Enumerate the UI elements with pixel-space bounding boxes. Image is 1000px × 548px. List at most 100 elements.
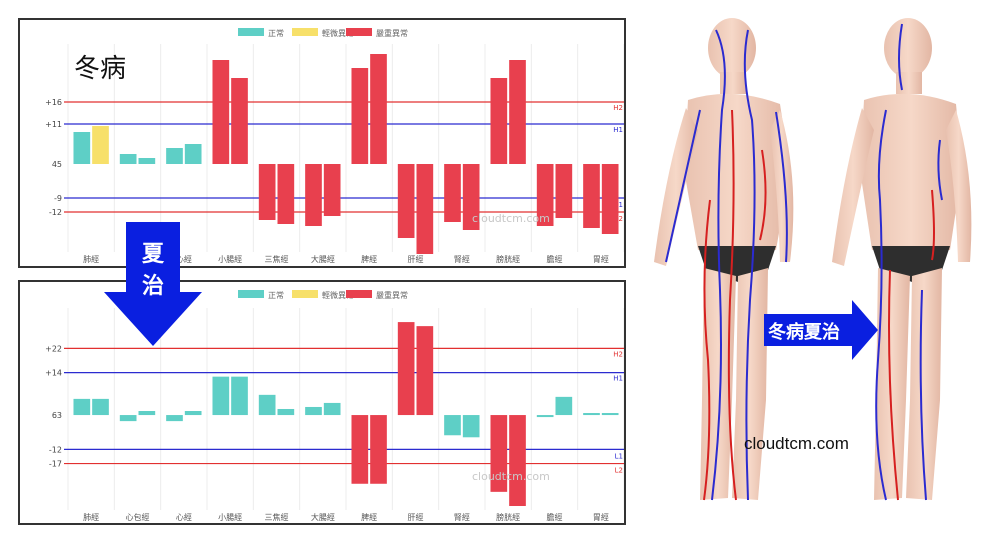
- bar-膽經-2: [555, 396, 573, 416]
- bar-膽經-2: [555, 164, 573, 218]
- category-label: 肺經: [83, 254, 99, 264]
- category-label: 胃經: [593, 512, 609, 522]
- bar-膽經-1: [536, 164, 554, 226]
- category-label: 小腸經: [218, 512, 242, 522]
- bar-腎經-1: [444, 415, 461, 436]
- down-arrow-icon: 夏 治: [98, 222, 208, 350]
- slogan-label: 冬病夏治: [768, 322, 840, 343]
- bar-腎經-1: [444, 164, 461, 222]
- bar-三焦經-2: [277, 164, 295, 224]
- legend-label: 輕微異常: [322, 28, 354, 38]
- bar-脾經-2: [370, 415, 387, 484]
- category-label: 膀胱經: [496, 512, 520, 522]
- bar-小腸經-1: [212, 60, 230, 164]
- reference-label-H2: H2: [613, 104, 623, 112]
- bar-胃經-2: [601, 164, 619, 234]
- category-label: 脾經: [361, 512, 377, 522]
- reference-label-H2: H2: [613, 350, 623, 358]
- reference-label-L2: L2: [615, 467, 623, 475]
- bar-膀胱經-2: [509, 60, 526, 164]
- category-label: 肝經: [408, 512, 424, 522]
- category-label: 膽經: [547, 512, 563, 522]
- legend-swatch: [238, 28, 264, 36]
- reference-tick-H1: +14: [45, 369, 62, 378]
- bar-大腸經-1: [305, 406, 322, 416]
- category-label: 肝經: [408, 254, 424, 264]
- legend-swatch: [292, 290, 318, 298]
- reference-label-H1: H1: [613, 375, 623, 383]
- bar-心經-2: [184, 144, 202, 164]
- legend-swatch: [346, 290, 372, 298]
- bar-心包經-1: [119, 154, 137, 164]
- right-arrow-icon: [764, 300, 878, 360]
- category-label: 膀胱經: [496, 254, 520, 264]
- bar-膽經-1: [536, 415, 554, 418]
- category-label: 三焦經: [265, 254, 289, 264]
- legend-label: 正常: [268, 291, 284, 300]
- bar-大腸經-2: [323, 164, 341, 216]
- bar-心包經-2: [138, 411, 156, 416]
- summer-label-2: 治: [141, 274, 164, 299]
- chart-winter: 正常輕微異常嚴重異常45+16H2+11H1-9L1-12L2肺經心包經心經小腸…: [45, 28, 624, 264]
- bar-脾經-2: [370, 54, 387, 164]
- bar-膀胱經-1: [490, 78, 508, 164]
- bar-膀胱經-1: [490, 415, 508, 492]
- bar-胃經-1: [583, 164, 600, 228]
- bar-肝經-2: [416, 326, 434, 416]
- bar-小腸經-1: [212, 376, 230, 416]
- category-label: 膽經: [547, 254, 563, 264]
- reference-label-L2: L2: [615, 215, 623, 223]
- reference-tick-L2: -12: [49, 208, 62, 217]
- bar-三焦經-1: [258, 164, 276, 220]
- winter-label: 冬病: [74, 54, 127, 84]
- category-label: 脾經: [361, 254, 377, 264]
- reference-tick-L2: -17: [49, 460, 62, 469]
- bar-心經-1: [166, 148, 183, 164]
- bar-大腸經-1: [305, 164, 322, 226]
- watermark: cloudtcm.com: [472, 470, 550, 483]
- baseline-label: 63: [52, 411, 62, 420]
- bar-小腸經-2: [231, 376, 248, 416]
- watermark: cloudtcm.com: [472, 212, 550, 225]
- category-label: 大腸經: [311, 512, 335, 522]
- reference-tick-L1: -12: [49, 445, 62, 454]
- bar-胃經-1: [583, 413, 600, 416]
- legend-label: 嚴重異常: [376, 290, 408, 300]
- bar-脾經-1: [351, 415, 369, 484]
- category-label: 小腸經: [218, 254, 242, 264]
- bar-肺經-2: [92, 126, 109, 164]
- bar-心包經-2: [138, 158, 156, 164]
- bar-心包經-1: [119, 415, 137, 422]
- legend-label: 嚴重異常: [376, 28, 408, 38]
- figure-after: [832, 18, 972, 501]
- bar-大腸經-2: [323, 402, 341, 416]
- reference-tick-H2: +16: [45, 98, 62, 107]
- bar-肝經-1: [397, 322, 415, 416]
- bar-肺經-2: [92, 398, 109, 416]
- legend-swatch: [346, 28, 372, 36]
- chart-panel-summer: 正常 輕微異常 嚴重異常 63 +22 H2 +14 H1 -12 L1 -17 L2 肺經 心包經 心經 小…: [18, 280, 626, 525]
- bar-三焦經-2: [277, 408, 295, 416]
- legend-swatch: [292, 28, 318, 36]
- bar-肝經-2: [416, 164, 434, 254]
- bar-心經-1: [166, 415, 183, 422]
- bar-脾經-1: [351, 68, 369, 164]
- reference-tick-H2: +22: [45, 344, 62, 353]
- body-meridian-illustration: [640, 0, 1000, 544]
- category-label: 胃經: [593, 254, 609, 264]
- legend-label: 正常: [268, 29, 284, 38]
- site-label: cloudtcm.com: [744, 434, 849, 453]
- baseline-label: 45: [52, 160, 62, 169]
- bar-胃經-2: [601, 413, 619, 416]
- reference-tick-H1: +11: [45, 120, 62, 129]
- legend-label: 輕微異常: [322, 290, 354, 300]
- figure-before: [654, 18, 794, 501]
- category-label: 肺經: [83, 512, 99, 522]
- chart-summer: 正常 輕微異常 嚴重異常 63 +22 H2 +14 H1 -12 L1 -17 L2 肺經 心包經 心經 小…: [45, 290, 624, 522]
- reference-label-L1: L1: [615, 452, 623, 460]
- bar-肝經-1: [397, 164, 415, 238]
- legend-swatch: [238, 290, 264, 298]
- bar-肺經-1: [73, 132, 91, 164]
- bar-腎經-2: [462, 164, 480, 230]
- category-label: 三焦經: [265, 512, 289, 522]
